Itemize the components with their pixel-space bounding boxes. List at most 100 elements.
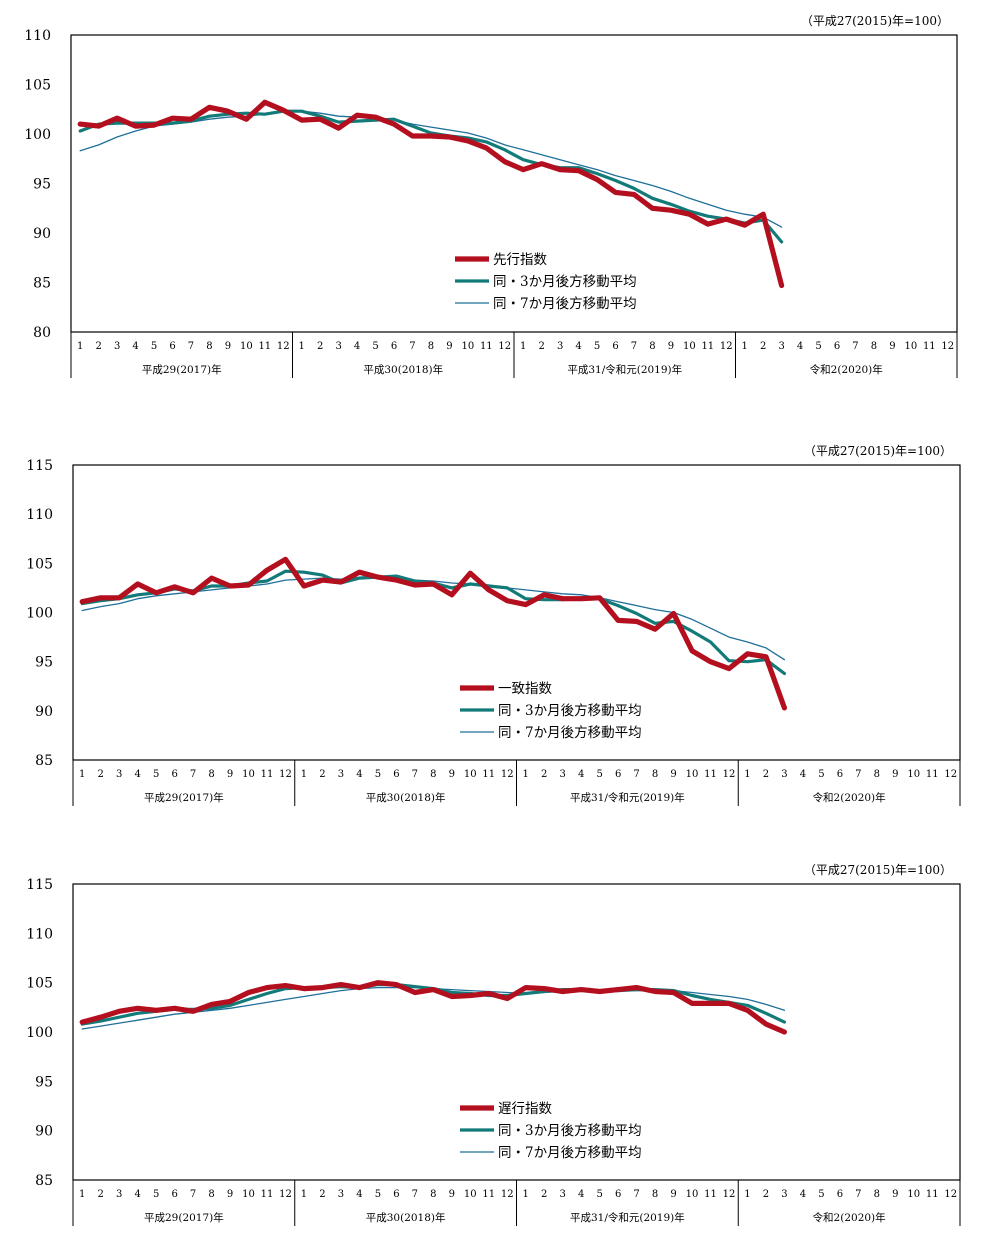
legend-label: 同・7か月後方移動平均 — [498, 725, 642, 741]
month-tick-label: 6 — [171, 1189, 177, 1200]
month-tick-label: 6 — [834, 341, 840, 352]
month-tick-label: 9 — [668, 341, 674, 352]
month-tick-label: 11 — [258, 341, 271, 352]
month-tick-label: 1 — [301, 769, 307, 780]
month-tick-label: 3 — [781, 1189, 787, 1200]
month-tick-label: 3 — [560, 769, 566, 780]
month-tick-label: 7 — [190, 1189, 196, 1200]
month-tick-label: 5 — [596, 769, 602, 780]
month-tick-label: 10 — [683, 341, 696, 352]
month-tick-label: 3 — [778, 341, 784, 352]
year-label: 平成31/令和元(2019)年 — [570, 791, 685, 804]
month-tick-label: 9 — [449, 769, 455, 780]
month-tick-label: 12 — [720, 341, 733, 352]
month-tick-label: 11 — [261, 1189, 274, 1200]
y-tick-label: 85 — [33, 276, 51, 292]
month-tick-label: 3 — [560, 1189, 566, 1200]
month-tick-label: 6 — [393, 769, 399, 780]
month-tick-label: 4 — [575, 341, 581, 352]
y-tick-label: 90 — [33, 226, 51, 242]
month-tick-label: 8 — [874, 769, 880, 780]
y-tick-label: 90 — [35, 1124, 53, 1140]
month-tick-label: 3 — [781, 769, 787, 780]
y-tick-label: 110 — [26, 507, 53, 523]
month-tick-label: 7 — [631, 341, 637, 352]
month-tick-label: 5 — [818, 1189, 824, 1200]
series-line-1 — [79, 980, 788, 1035]
month-tick-label: 8 — [430, 1189, 436, 1200]
month-tick-label: 11 — [261, 769, 274, 780]
month-tick-label: 9 — [892, 769, 898, 780]
series-line-1 — [77, 99, 785, 289]
month-tick-label: 2 — [763, 769, 769, 780]
month-tick-label: 11 — [704, 1189, 717, 1200]
month-tick-label: 9 — [446, 341, 452, 352]
month-tick-label: 1 — [520, 341, 526, 352]
y-tick-label: 115 — [26, 458, 53, 474]
year-label: 平成30(2018)年 — [366, 791, 446, 804]
series-line-3 — [79, 110, 783, 228]
series-line-2 — [78, 109, 784, 244]
month-tick-label: 4 — [134, 1189, 140, 1200]
month-tick-label: 8 — [652, 769, 658, 780]
month-tick-label: 6 — [169, 341, 175, 352]
month-tick-label: 2 — [541, 769, 547, 780]
month-tick-label: 10 — [461, 341, 474, 352]
month-tick-label: 11 — [926, 1189, 939, 1200]
month-tick-label: 4 — [800, 769, 806, 780]
month-tick-label: 8 — [652, 1189, 658, 1200]
month-tick-label: 7 — [412, 769, 418, 780]
month-tick-label: 1 — [742, 341, 748, 352]
y-tick-label: 110 — [26, 926, 53, 942]
unit-note: （平成27(2015)年=100） — [804, 863, 952, 877]
y-tick-label: 105 — [26, 556, 53, 572]
month-tick-label: 3 — [557, 341, 563, 352]
month-tick-label: 12 — [501, 769, 514, 780]
month-tick-label: 4 — [797, 341, 803, 352]
year-label: 平成31/令和元(2019)年 — [567, 363, 682, 376]
month-tick-label: 8 — [208, 769, 214, 780]
month-tick-label: 11 — [701, 341, 714, 352]
month-tick-label: 8 — [428, 341, 434, 352]
legend-label: 同・3か月後方移動平均 — [493, 274, 637, 290]
month-tick-label: 7 — [633, 769, 639, 780]
month-tick-label: 3 — [116, 769, 122, 780]
y-tick-label: 90 — [35, 704, 53, 720]
month-tick-label: 5 — [594, 341, 600, 352]
month-tick-label: 9 — [227, 769, 233, 780]
month-tick-label: 6 — [612, 341, 618, 352]
unit-note: （平成27(2015)年=100） — [804, 444, 952, 458]
month-tick-label: 1 — [77, 341, 83, 352]
month-tick-label: 4 — [132, 341, 138, 352]
month-tick-label: 9 — [227, 1189, 233, 1200]
month-tick-label: 10 — [242, 769, 255, 780]
month-tick-label: 4 — [578, 769, 584, 780]
month-tick-label: 4 — [134, 769, 140, 780]
month-tick-label: 5 — [596, 1189, 602, 1200]
month-tick-label: 1 — [744, 769, 750, 780]
month-tick-label: 8 — [430, 769, 436, 780]
month-tick-label: 10 — [686, 769, 699, 780]
legend-label: 一致指数 — [498, 681, 552, 697]
legend-label: 先行指数 — [493, 252, 547, 268]
month-tick-label: 11 — [482, 1189, 495, 1200]
month-tick-label: 4 — [356, 769, 362, 780]
month-tick-label: 3 — [114, 341, 120, 352]
year-label: 令和2(2020)年 — [813, 791, 886, 804]
month-tick-label: 7 — [633, 1189, 639, 1200]
month-tick-label: 5 — [372, 341, 378, 352]
month-tick-label: 6 — [171, 769, 177, 780]
y-tick-label: 100 — [26, 1025, 53, 1041]
month-tick-label: 8 — [874, 1189, 880, 1200]
month-tick-label: 9 — [889, 341, 895, 352]
month-tick-label: 3 — [116, 1189, 122, 1200]
month-tick-label: 2 — [319, 1189, 325, 1200]
year-label: 平成30(2018)年 — [366, 1211, 446, 1224]
month-tick-label: 1 — [523, 1189, 529, 1200]
month-tick-label: 10 — [904, 341, 917, 352]
